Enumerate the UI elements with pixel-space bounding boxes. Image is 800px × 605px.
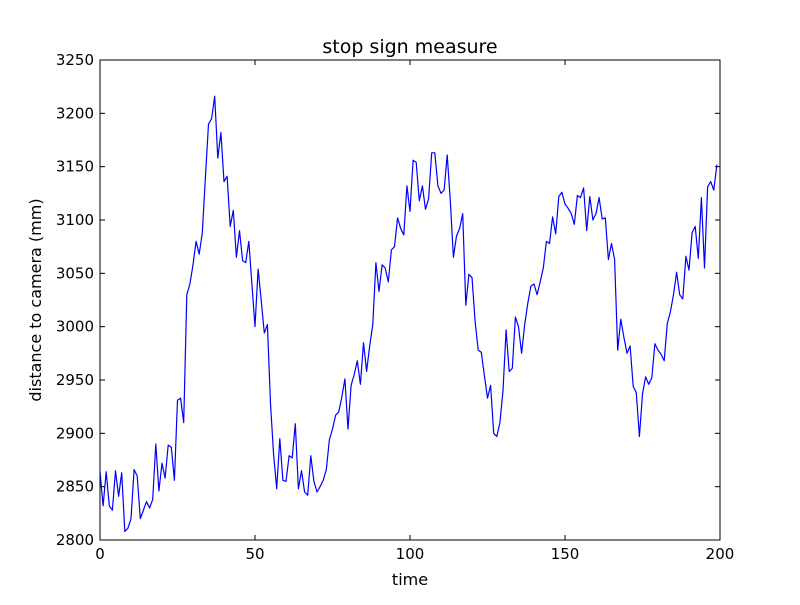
- y-tick-label: 2900: [56, 424, 94, 442]
- y-tick-label: 3200: [56, 104, 94, 122]
- y-tick-label: 3250: [56, 51, 94, 69]
- y-tick-label: 3100: [56, 211, 94, 229]
- y-tick-label: 2850: [56, 478, 94, 496]
- y-tick-label: 2950: [56, 371, 94, 389]
- y-tick-label: 3150: [56, 158, 94, 176]
- x-tick-label: 50: [245, 545, 264, 563]
- y-tick-label: 3000: [56, 318, 94, 336]
- x-tick-label: 100: [396, 545, 425, 563]
- y-tick-label: 2800: [56, 531, 94, 549]
- x-tick-label: 150: [551, 545, 580, 563]
- x-axis-label: time: [392, 570, 428, 589]
- plot-area: 0 50 100 150 200 2800 2850 2900 2950 3000 3050 3100…: [56, 51, 735, 563]
- y-axis-label: distance to camera (mm): [26, 198, 45, 401]
- y-tick-label: 3050: [56, 264, 94, 282]
- x-tick-label: 200: [706, 545, 735, 563]
- series-line-0: [99, 95, 718, 533]
- x-tick-label: 0: [95, 545, 105, 563]
- chart-title: stop sign measure: [322, 36, 497, 58]
